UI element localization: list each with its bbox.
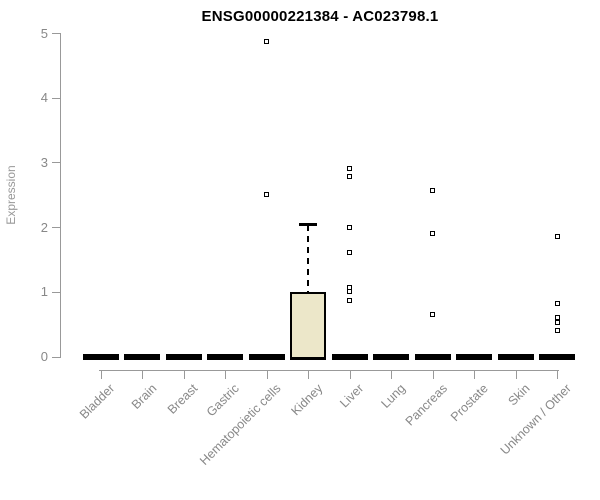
- box: [290, 291, 326, 360]
- outlier-point: [347, 297, 352, 303]
- chart-title: ENSG00000221384 - AC023798.1: [201, 8, 439, 25]
- outlier-point: [554, 315, 560, 321]
- x-axis-tick: [474, 370, 475, 379]
- outlier-point: [554, 300, 560, 306]
- x-tick-label: Bladder: [77, 381, 118, 422]
- y-axis-label: Expression: [4, 165, 18, 225]
- x-tick-label: Lung: [378, 381, 409, 411]
- x-axis-tick: [142, 370, 143, 379]
- y-tick-label: 0: [40, 349, 48, 364]
- x-axis-tick: [432, 370, 434, 379]
- y-tick-label: 3: [40, 154, 48, 170]
- median-zero-bar: [248, 353, 285, 360]
- median-zero-bar: [539, 353, 575, 360]
- x-tick-label: Kidney: [288, 381, 326, 419]
- outlier-point: [430, 311, 435, 317]
- median-zero-bar: [331, 353, 368, 360]
- median-zero-bar: [373, 353, 409, 360]
- outlier-point: [430, 187, 435, 193]
- x-axis-tick: [349, 370, 351, 379]
- outlier-point: [347, 289, 352, 295]
- x-tick-label: Breast: [165, 381, 201, 417]
- median-zero-bar: [456, 353, 492, 360]
- x-axis-tick: [557, 370, 558, 379]
- outlier-point: [347, 284, 352, 290]
- x-tick-label: Gastric: [204, 381, 243, 420]
- y-axis-tick: [52, 227, 60, 229]
- x-axis-tick: [391, 370, 392, 379]
- outlier-point: [554, 320, 560, 326]
- outlier-point: [554, 234, 560, 240]
- x-axis-tick: [225, 370, 226, 379]
- x-tick-label: Hematopoietic cells: [197, 381, 284, 468]
- x-tick-label: Brain: [128, 381, 160, 412]
- outlier-point: [430, 231, 435, 237]
- y-axis-tick: [52, 291, 60, 293]
- y-tick-label: 4: [40, 90, 48, 106]
- median-zero-bar: [414, 353, 451, 360]
- y-tick-label: 1: [40, 284, 48, 300]
- x-axis-line: [99, 369, 559, 371]
- whisker-cap: [299, 223, 317, 226]
- x-axis-tick: [100, 370, 102, 379]
- median-zero-bar: [207, 353, 243, 360]
- x-axis-tick: [266, 370, 268, 379]
- y-tick-label: 2: [40, 219, 48, 235]
- whisker-line: [306, 225, 310, 292]
- median-zero-bar: [497, 353, 534, 360]
- y-axis-line: [60, 33, 61, 358]
- x-tick-label: Prostate: [448, 381, 492, 425]
- y-tick-label: 5: [40, 25, 48, 41]
- outlier-point: [347, 250, 352, 256]
- x-axis-tick: [183, 370, 185, 379]
- outlier-point: [554, 328, 560, 334]
- y-axis-tick: [52, 162, 60, 164]
- outlier-point: [347, 166, 352, 172]
- median-zero-bar: [82, 353, 119, 360]
- x-tick-label: Skin: [505, 381, 533, 409]
- outlier-point: [264, 191, 269, 197]
- y-axis-tick: [52, 356, 60, 358]
- x-tick-label: Pancreas: [402, 381, 450, 429]
- x-axis-tick: [308, 370, 309, 379]
- y-axis-tick: [52, 33, 60, 34]
- median-zero-bar: [124, 353, 160, 360]
- outlier-point: [264, 38, 269, 44]
- x-axis-tick: [515, 370, 517, 379]
- y-axis-tick: [52, 97, 60, 99]
- x-tick-label: Liver: [337, 381, 367, 411]
- outlier-point: [347, 174, 352, 180]
- median-zero-bar: [165, 353, 202, 360]
- outlier-point: [347, 224, 352, 230]
